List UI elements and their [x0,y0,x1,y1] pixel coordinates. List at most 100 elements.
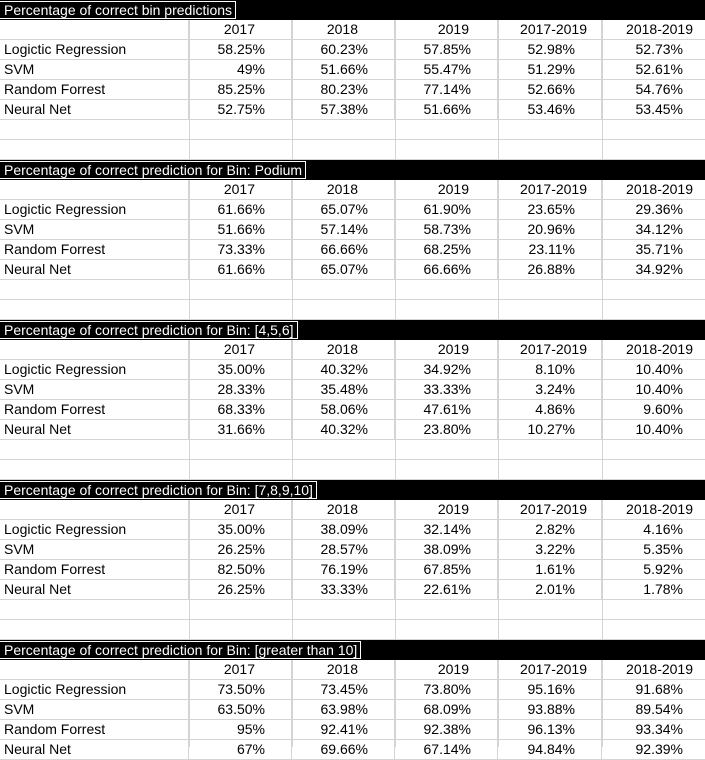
column-header[interactable]: 2018 [292,660,395,679]
value-cell[interactable]: 49% [189,60,292,79]
value-cell[interactable]: 4.16% [643,521,683,537]
value-cell[interactable]: 91.68% [635,681,683,697]
model-name-cell[interactable]: Logictic Regression [0,360,189,379]
model-name-cell[interactable]: SVM [0,60,189,79]
value-cell[interactable]: 95.16% [498,680,602,699]
value-cell[interactable]: 33.33% [395,380,498,399]
model-name-cell[interactable]: Logictic Regression [0,200,189,219]
column-header[interactable]: 2018 [292,340,395,359]
value-cell[interactable]: 23.80% [395,420,498,439]
value-cell[interactable]: 61.66% [189,200,292,219]
value-cell[interactable]: 92.39% [635,741,683,757]
value-cell[interactable]: 9.60% [643,401,683,417]
value-cell[interactable]: 5.92% [643,561,683,577]
header-blank-cell[interactable] [0,180,189,199]
column-header[interactable]: 2017-2019 [498,660,602,679]
column-header[interactable]: 2018-2019 [626,501,693,517]
value-cell[interactable]: 54.76% [635,81,683,97]
value-cell[interactable]: 53.45% [635,101,683,117]
value-cell[interactable]: 57.14% [292,220,395,239]
value-cell[interactable]: 67% [189,740,292,759]
model-name-cell[interactable]: Neural Net [0,100,189,119]
value-cell[interactable]: 89.54% [635,701,683,717]
value-cell[interactable]: 51.29% [498,60,602,79]
value-cell[interactable]: 35.00% [189,520,292,539]
value-cell[interactable]: 80.23% [292,80,395,99]
section-title[interactable]: Percentage of correct prediction for Bin… [4,642,358,658]
value-cell[interactable]: 93.34% [635,721,683,737]
value-cell[interactable]: 51.66% [395,100,498,119]
value-cell[interactable]: 73.80% [395,680,498,699]
model-name-cell[interactable]: Logictic Regression [0,520,189,539]
value-cell[interactable]: 85.25% [189,80,292,99]
value-cell[interactable]: 34.92% [395,360,498,379]
section-title[interactable]: Percentage of correct bin predictions [4,2,233,18]
value-cell[interactable]: 35.00% [189,360,292,379]
section-title[interactable]: Percentage of correct prediction for Bin… [4,482,313,498]
value-cell[interactable]: 5.35% [643,541,683,557]
column-header[interactable]: 2017 [189,340,292,359]
value-cell[interactable]: 82.50% [189,560,292,579]
model-name-cell[interactable]: Random Forrest [0,560,189,579]
column-header[interactable]: 2017-2019 [498,500,602,519]
value-cell[interactable]: 66.66% [292,240,395,259]
value-cell[interactable]: 58.06% [292,400,395,419]
value-cell[interactable]: 1.78% [643,581,683,597]
value-cell[interactable]: 26.25% [189,580,292,599]
model-name-cell[interactable]: SVM [0,540,189,559]
value-cell[interactable]: 52.75% [189,100,292,119]
value-cell[interactable]: 23.11% [498,240,602,259]
column-header[interactable]: 2017 [189,660,292,679]
column-header[interactable]: 2017-2019 [498,340,602,359]
value-cell[interactable]: 52.66% [498,80,602,99]
value-cell[interactable]: 32.14% [395,520,498,539]
value-cell[interactable]: 40.32% [292,360,395,379]
value-cell[interactable]: 38.09% [292,520,395,539]
value-cell[interactable]: 8.10% [498,360,602,379]
value-cell[interactable]: 92.41% [292,720,395,739]
value-cell[interactable]: 4.86% [498,400,602,419]
value-cell[interactable]: 61.90% [395,200,498,219]
value-cell[interactable]: 2.82% [498,520,602,539]
column-header[interactable]: 2018-2019 [626,21,693,37]
model-name-cell[interactable]: Random Forrest [0,80,189,99]
column-header[interactable]: 2019 [395,180,498,199]
section-title[interactable]: Percentage of correct prediction for Bin… [4,162,303,178]
column-header[interactable]: 2017 [189,180,292,199]
column-header[interactable]: 2017 [189,500,292,519]
model-name-cell[interactable]: Neural Net [0,580,189,599]
column-header[interactable]: 2018-2019 [626,341,693,357]
value-cell[interactable]: 47.61% [395,400,498,419]
value-cell[interactable]: 55.47% [395,60,498,79]
value-cell[interactable]: 73.45% [292,680,395,699]
value-cell[interactable]: 68.25% [395,240,498,259]
value-cell[interactable]: 35.48% [292,380,395,399]
header-blank-cell[interactable] [0,340,189,359]
value-cell[interactable]: 63.50% [189,700,292,719]
value-cell[interactable]: 52.73% [635,41,683,57]
value-cell[interactable]: 3.24% [498,380,602,399]
value-cell[interactable]: 77.14% [395,80,498,99]
value-cell[interactable]: 53.46% [498,100,602,119]
value-cell[interactable]: 92.38% [395,720,498,739]
value-cell[interactable]: 58.73% [395,220,498,239]
value-cell[interactable]: 10.40% [635,361,683,377]
model-name-cell[interactable]: Neural Net [0,420,189,439]
value-cell[interactable]: 58.25% [189,40,292,59]
value-cell[interactable]: 26.88% [498,260,602,279]
value-cell[interactable]: 34.12% [635,221,683,237]
value-cell[interactable]: 10.27% [498,420,602,439]
value-cell[interactable]: 35.71% [635,241,683,257]
value-cell[interactable]: 20.96% [498,220,602,239]
value-cell[interactable]: 23.65% [498,200,602,219]
value-cell[interactable]: 96.13% [498,720,602,739]
column-header[interactable]: 2019 [395,660,498,679]
value-cell[interactable]: 26.25% [189,540,292,559]
value-cell[interactable]: 95% [189,720,292,739]
header-blank-cell[interactable] [0,660,189,679]
value-cell[interactable]: 66.66% [395,260,498,279]
model-name-cell[interactable]: SVM [0,700,189,719]
value-cell[interactable]: 57.38% [292,100,395,119]
model-name-cell[interactable]: SVM [0,380,189,399]
value-cell[interactable]: 63.98% [292,700,395,719]
